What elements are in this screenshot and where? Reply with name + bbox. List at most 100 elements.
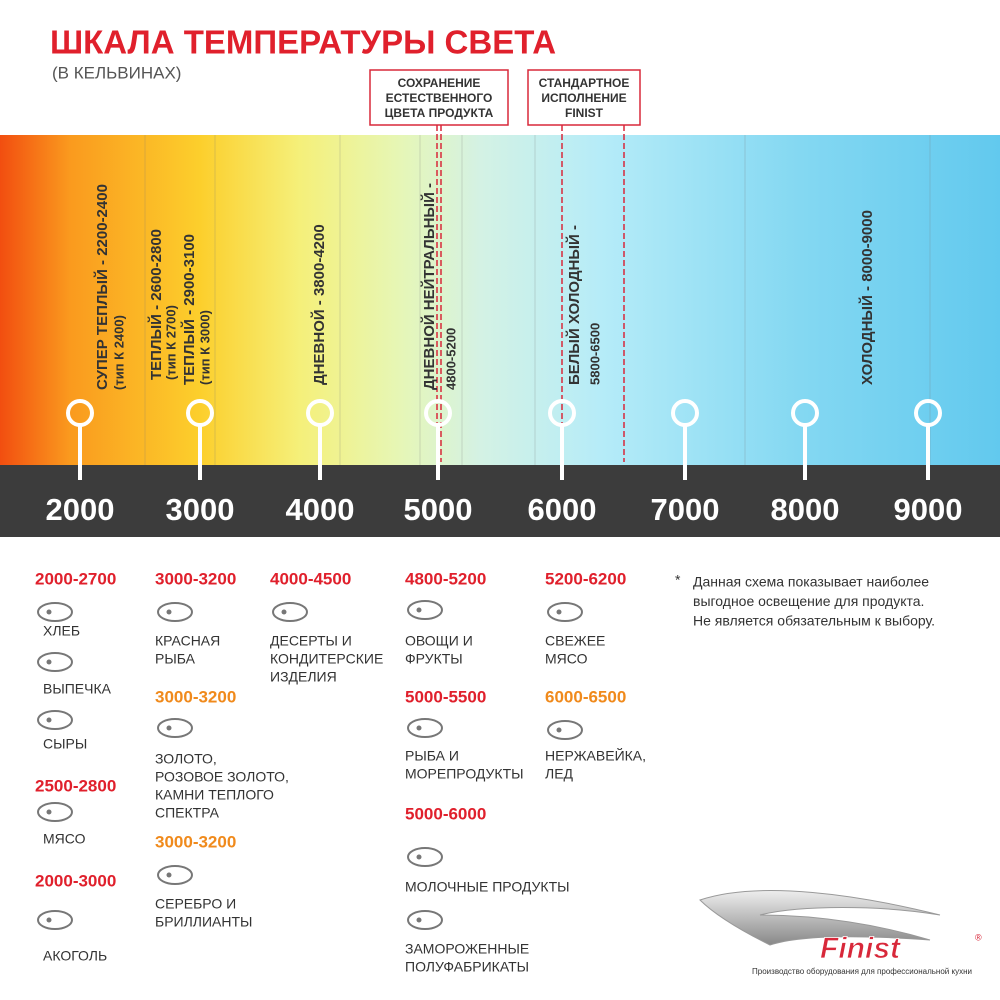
scale-label: 7000	[651, 492, 720, 527]
item-icon-detail	[281, 609, 287, 615]
range-label: 5000-6000	[405, 804, 486, 823]
callout-box	[527, 69, 641, 126]
range-label: 6000-6500	[545, 687, 626, 706]
item-label: КАМНИ ТЕПЛОГО	[155, 787, 274, 803]
zone-label: ДНЕВНОЙ - 3800-4200	[310, 224, 328, 385]
scale-marker	[914, 399, 942, 427]
range-label: 3000-3200	[155, 687, 236, 706]
item-icon	[407, 847, 443, 867]
item-icon-detail	[416, 854, 422, 860]
item-icon	[407, 910, 443, 930]
item-icon	[37, 710, 73, 730]
zone-label: 4800-5200	[443, 328, 458, 390]
scale-label: 6000	[528, 492, 597, 527]
zone-label: ХОЛОДНЫЙ - 8000-9000	[858, 210, 876, 385]
note-text: выгодное освещение для продукта.	[693, 593, 924, 609]
zone-label: (тип К 3000)	[197, 310, 212, 385]
item-icon-detail	[46, 609, 52, 615]
note-text: Не является обязательным к выбору.	[693, 613, 935, 629]
scale-marker	[306, 399, 334, 427]
item-icon	[272, 602, 308, 622]
item-icon-detail	[166, 872, 172, 878]
item-icon-detail	[46, 717, 52, 723]
item-label: РЫБА И	[405, 748, 459, 764]
scale-marker	[791, 399, 819, 427]
item-label: СЕРЕБРО И	[155, 896, 236, 912]
item-icon	[407, 718, 443, 738]
scale-label: 5000	[404, 492, 473, 527]
item-label: КОНДИТЕРСКИЕ	[270, 651, 383, 667]
item-icon-detail	[416, 725, 422, 731]
item-icon-detail	[46, 659, 52, 665]
range-label: 3000-3200	[155, 832, 236, 851]
item-label: МЯСО	[545, 651, 588, 667]
scale-label: 8000	[771, 492, 840, 527]
zone-label: (тип К 2700)	[163, 305, 178, 380]
item-label: АКОГОЛЬ	[43, 948, 107, 964]
item-label: ДЕСЕРТЫ И	[270, 633, 352, 649]
range-label: 4000-4500	[270, 569, 351, 588]
zone-label: СУПЕР ТЕПЛЫЙ - 2200-2400	[93, 184, 111, 390]
scale-label: 4000	[286, 492, 355, 527]
scale-label: 9000	[894, 492, 963, 527]
item-label: ЗАМОРОЖЕННЫЕ	[405, 941, 529, 957]
zone-label: ТЕПЛЫЙ - 2900-3100	[180, 234, 198, 385]
item-label: БРИЛЛИАНТЫ	[155, 914, 252, 930]
item-icon	[37, 602, 73, 622]
item-label: НЕРЖАВЕЙКА,	[545, 747, 646, 764]
callout-text: ИСПОЛНЕНИЕ	[541, 91, 626, 105]
callout-text: ЕСТЕСТВЕННОГО	[386, 91, 493, 105]
scale-marker	[548, 399, 576, 427]
title: ШКАЛА ТЕМПЕРАТУРЫ СВЕТА	[50, 24, 556, 61]
item-label: КРАСНАЯ	[155, 633, 220, 649]
item-label: СВЕЖЕЕ	[545, 633, 605, 649]
item-label: СЫРЫ	[43, 736, 87, 752]
item-label: РОЗОВОЕ ЗОЛОТО,	[155, 769, 289, 785]
item-icon	[157, 718, 193, 738]
item-icon-detail	[166, 609, 172, 615]
range-label: 2500-2800	[35, 776, 116, 795]
zone-label: БЕЛЫЙ ХОЛОДНЫЙ -	[565, 225, 583, 385]
logo-wing	[699, 890, 941, 946]
item-icon-detail	[46, 917, 52, 923]
item-icon	[157, 865, 193, 885]
item-icon	[407, 600, 443, 620]
item-label: ЗОЛОТО,	[155, 751, 217, 767]
range-label: 2000-2700	[35, 569, 116, 588]
note-mark: *	[675, 572, 681, 588]
logo-tagline: Производство оборудования для профессион…	[752, 967, 972, 976]
item-icon	[37, 802, 73, 822]
item-icon-detail	[166, 725, 172, 731]
zone-label: (тип К 2400)	[111, 315, 126, 390]
zone-label: ДНЕВНОЙ НЕЙТРАЛЬНЫЙ -	[420, 183, 438, 390]
item-icon	[37, 652, 73, 672]
item-icon-detail	[416, 917, 422, 923]
callout-box	[369, 69, 509, 126]
scale-marker	[671, 399, 699, 427]
item-icon-detail	[556, 727, 562, 733]
item-icon	[37, 910, 73, 930]
scale-marker	[186, 399, 214, 427]
item-icon-detail	[556, 609, 562, 615]
zone-label: ТЕПЛЫЙ - 2600-2800	[147, 229, 165, 380]
item-label: ФРУКТЫ	[405, 651, 463, 667]
callout-text: FINIST	[565, 106, 604, 120]
spectrum	[0, 135, 1000, 465]
zone-label: 5800-6500	[587, 323, 602, 385]
range-label: 3000-3200	[155, 569, 236, 588]
item-label: ПОЛУФАБРИКАТЫ	[405, 959, 529, 975]
item-label: ВЫПЕЧКА	[43, 681, 112, 697]
note-text: Данная схема показывает наиболее	[693, 574, 929, 590]
item-icon-detail	[46, 809, 52, 815]
scale-label: 3000	[166, 492, 235, 527]
range-label: 5000-5500	[405, 687, 486, 706]
item-label: ЛЕД	[545, 766, 574, 782]
item-label: СПЕКТРА	[155, 805, 220, 821]
scale-bar	[0, 465, 1000, 537]
range-label: 4800-5200	[405, 569, 486, 588]
item-label: МОРЕПРОДУКТЫ	[405, 766, 524, 782]
subtitle: (В КЕЛЬВИНАХ)	[52, 63, 181, 82]
item-icon-detail	[416, 607, 422, 613]
range-label: 5200-6200	[545, 569, 626, 588]
